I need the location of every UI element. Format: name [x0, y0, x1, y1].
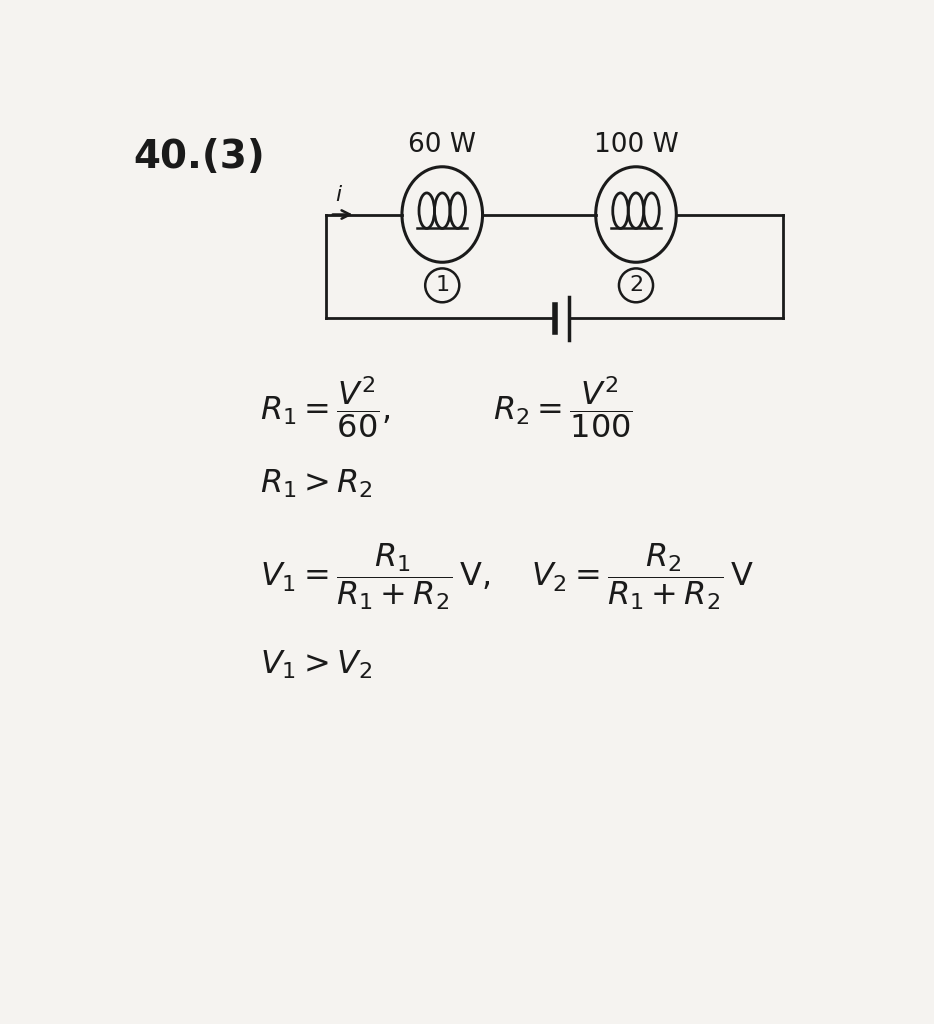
Text: $R_1 = \dfrac{V^2}{60},$: $R_1 = \dfrac{V^2}{60},$ [261, 374, 390, 440]
Text: 60 W: 60 W [408, 131, 476, 158]
Text: $R_1 > R_2$: $R_1 > R_2$ [261, 468, 373, 500]
Text: i: i [335, 185, 342, 205]
Text: 2: 2 [629, 275, 644, 295]
Text: $V_1 = \dfrac{R_1}{R_1 + R_2}\,\mathrm{V},$: $V_1 = \dfrac{R_1}{R_1 + R_2}\,\mathrm{V… [261, 541, 490, 611]
Text: 40.(3): 40.(3) [134, 137, 265, 175]
Text: $R_2 = \dfrac{V^2}{100}$: $R_2 = \dfrac{V^2}{100}$ [492, 374, 632, 440]
Text: 100 W: 100 W [594, 131, 678, 158]
Text: $V_2 = \dfrac{R_2}{R_1 + R_2}\,\mathrm{V}$: $V_2 = \dfrac{R_2}{R_1 + R_2}\,\mathrm{V… [531, 541, 755, 611]
Text: $V_1 > V_2$: $V_1 > V_2$ [261, 649, 373, 681]
Text: 1: 1 [435, 275, 449, 295]
